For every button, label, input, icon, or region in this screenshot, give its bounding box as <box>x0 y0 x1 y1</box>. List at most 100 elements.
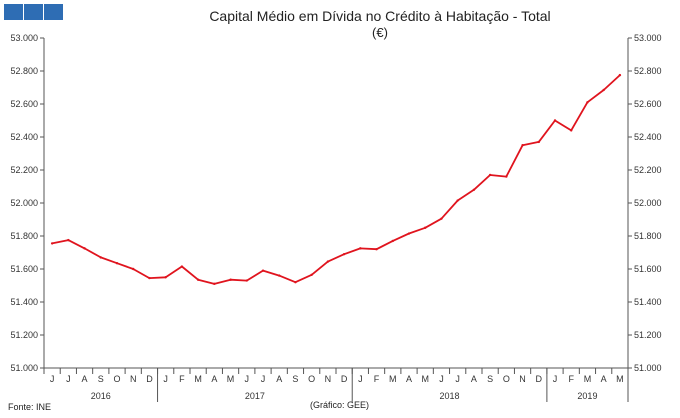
x-tick-label: J <box>245 374 250 384</box>
x-tick-label: O <box>308 374 315 384</box>
y-tick-label-right: 52.000 <box>634 198 662 208</box>
data-point <box>407 232 411 235</box>
y-tick-label-left: 52.200 <box>10 165 38 175</box>
y-tick-label-right: 52.400 <box>634 132 662 142</box>
data-point <box>472 188 476 191</box>
x-tick-label: D <box>341 374 348 384</box>
data-point <box>359 247 362 250</box>
x-tick-label: J <box>163 374 168 384</box>
data-point <box>83 247 86 250</box>
x-tick-label: M <box>389 374 397 384</box>
data-point <box>261 269 265 272</box>
year-label: 2016 <box>91 391 111 401</box>
data-point <box>537 140 540 144</box>
x-tick-label: A <box>211 374 217 384</box>
chart-subtitle: (€) <box>372 25 388 40</box>
year-label: 2019 <box>577 391 597 401</box>
x-tick-label: M <box>194 374 202 384</box>
y-tick-label-left: 52.600 <box>10 99 38 109</box>
data-point <box>180 265 184 268</box>
logo-square-1 <box>4 4 23 20</box>
series-line <box>51 74 621 285</box>
y-tick-label-left: 51.600 <box>10 264 38 274</box>
chart-credit: (Gráfico: GEE) <box>310 400 370 410</box>
data-point <box>50 242 54 245</box>
data-point <box>132 267 135 271</box>
x-tick-label: J <box>50 374 55 384</box>
data-point <box>310 273 313 276</box>
data-point <box>586 101 589 104</box>
x-tick-label: A <box>471 374 477 384</box>
x-tick-label: A <box>276 374 282 384</box>
y-tick-label-right: 53.000 <box>634 33 662 43</box>
y-tick-label-left: 51.800 <box>10 231 38 241</box>
logo-square-3 <box>44 4 63 20</box>
data-point <box>196 278 200 281</box>
x-tick-label: O <box>113 374 120 384</box>
year-label: 2018 <box>440 391 460 401</box>
x-tick-label: F <box>374 374 380 384</box>
x-tick-label: M <box>227 374 235 384</box>
x-tick-label: J <box>455 374 460 384</box>
data-point <box>488 173 492 177</box>
data-point <box>99 256 102 259</box>
data-point <box>294 281 297 284</box>
data-point <box>440 217 443 220</box>
x-tick-label: M <box>616 374 624 384</box>
data-point <box>342 252 346 256</box>
series-marks <box>50 73 622 286</box>
y-tick-label-right: 51.200 <box>634 330 662 340</box>
x-tick-label: S <box>487 374 493 384</box>
data-point <box>115 262 119 265</box>
x-tick-label: J <box>439 374 444 384</box>
data-point <box>521 144 524 147</box>
x-tick-label: D <box>146 374 153 384</box>
y-tick-label-right: 52.200 <box>634 165 662 175</box>
y-tick-label-left: 51.000 <box>10 363 38 373</box>
x-tick-label: N <box>130 374 137 384</box>
y-tick-label-left: 51.400 <box>10 297 38 307</box>
x-tick-label: D <box>536 374 543 384</box>
y-tick-label-left: 51.200 <box>10 330 38 340</box>
x-tick-label: N <box>519 374 526 384</box>
y-tick-label-right: 52.800 <box>634 66 662 76</box>
y-tick-label-right: 51.800 <box>634 231 662 241</box>
data-point <box>456 199 459 202</box>
data-point <box>424 226 427 229</box>
data-point <box>148 276 151 280</box>
data-point <box>375 248 378 251</box>
data-point <box>326 260 330 263</box>
y-tick-label-right: 51.400 <box>634 297 662 307</box>
logo-square-2 <box>24 4 43 20</box>
year-label: 2017 <box>245 391 265 401</box>
x-tick-label: J <box>261 374 266 384</box>
data-point <box>67 238 70 242</box>
data-point <box>391 239 394 243</box>
x-tick-label: J <box>553 374 558 384</box>
data-point <box>570 129 573 132</box>
data-point <box>164 276 167 279</box>
x-tick-label: A <box>601 374 607 384</box>
data-point <box>602 88 605 92</box>
x-tick-label: N <box>325 374 332 384</box>
y-tick-label-left: 52.000 <box>10 198 38 208</box>
y-tick-label-right: 51.600 <box>634 264 662 274</box>
x-tick-label: O <box>503 374 510 384</box>
x-tick-label: A <box>82 374 88 384</box>
y-tick-label-left: 52.800 <box>10 66 38 76</box>
data-point <box>213 282 216 286</box>
x-tick-label: F <box>568 374 574 384</box>
data-point <box>553 119 557 122</box>
x-tick-label: S <box>98 374 104 384</box>
data-point <box>618 73 622 77</box>
y-tick-label-left: 52.400 <box>10 132 38 142</box>
y-tick-label-right: 52.600 <box>634 99 662 109</box>
x-tick-label: F <box>179 374 185 384</box>
x-tick-label: S <box>292 374 298 384</box>
data-point <box>229 278 232 281</box>
source-note: Fonte: INE <box>8 402 52 412</box>
x-tick-label: M <box>584 374 592 384</box>
x-tick-label: J <box>358 374 363 384</box>
x-tick-label: M <box>421 374 429 384</box>
